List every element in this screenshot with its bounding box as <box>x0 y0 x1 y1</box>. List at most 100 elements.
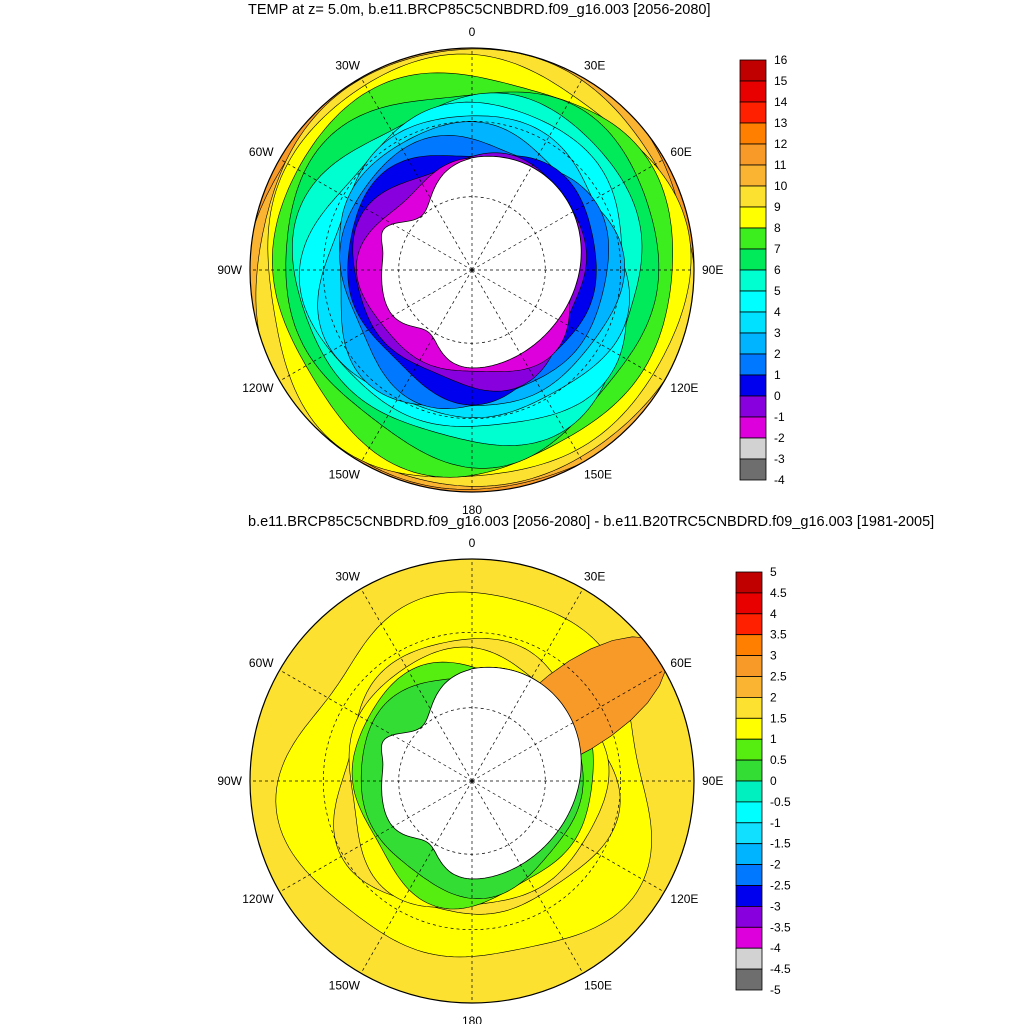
bottom-map-title: b.e11.BRCP85C5CNBDRD.f09_g16.003 [2056-2… <box>248 514 935 530</box>
bottom-colorbar-tick: -3.5 <box>770 920 791 934</box>
top-meridian-10 <box>279 158 473 271</box>
bottom-colorbar-box <box>735 864 763 886</box>
top-colorbar-tick: 2 <box>774 347 781 361</box>
top-colorbar-box <box>739 332 767 355</box>
top-meridian-1 <box>471 77 584 271</box>
top-colorbar-box <box>739 458 767 481</box>
top-colorbar-tick: 0 <box>774 389 781 403</box>
top-colorbar-box <box>739 143 767 166</box>
bottom-lon-label: 30E <box>584 570 605 584</box>
bottom-colorbar-tick: -2 <box>770 858 781 872</box>
bottom-meridian-8 <box>279 780 473 893</box>
bottom-meridian-10 <box>279 669 473 782</box>
top-colorbar-box <box>739 290 767 313</box>
bottom-colorbar-tick: 0.5 <box>770 753 787 767</box>
bottom-colorbar-box <box>735 592 763 615</box>
top-colorbar-box <box>739 59 767 82</box>
top-lon-label: 90E <box>702 263 723 277</box>
top-colorbar-box <box>739 248 767 271</box>
bottom-colorbar-box <box>735 822 763 845</box>
bottom-lon-label: 30W <box>335 570 360 584</box>
top-lon-label: 30E <box>584 59 605 73</box>
top-meridian-2 <box>471 158 665 271</box>
top-colorbar-tick: 3 <box>774 326 781 340</box>
bottom-colorbar-box <box>735 571 763 594</box>
top-meridian-8 <box>279 269 473 382</box>
bottom-colorbar-box <box>735 780 763 803</box>
top-colorbar-tick: 11 <box>774 158 787 172</box>
top-colorbar-tick: 8 <box>774 221 781 235</box>
top-colorbar-tick: 10 <box>774 179 788 193</box>
top-colorbar-box <box>739 395 767 418</box>
bottom-colorbar-box <box>735 947 763 970</box>
top-colorbar-tick: 15 <box>774 74 788 88</box>
bottom-colorbar-tick: -4 <box>770 941 781 955</box>
top-colorbar-tick: 16 <box>774 53 788 67</box>
bottom-colorbar-tick: 3 <box>770 649 777 663</box>
bottom-colorbar-box <box>735 759 763 782</box>
bottom-colorbar-box <box>735 676 763 698</box>
top-map-title: TEMP at z= 5.0m, b.e11.BRCP85C5CNBDRD.f0… <box>248 2 711 18</box>
top-map-border <box>249 47 695 493</box>
top-colorbar-tick: 7 <box>774 242 781 256</box>
bottom-colorbar-tick: -0.5 <box>770 795 791 809</box>
bottom-colorbar-tick: 2.5 <box>770 670 787 684</box>
bottom-lon-label: 120W <box>242 892 274 906</box>
bottom-lon-label: 180 <box>462 1014 482 1024</box>
bottom-colorbar-box <box>735 906 763 928</box>
top-lon-label: 30W <box>335 59 360 73</box>
bottom-colorbar-tick: 4.5 <box>770 586 787 600</box>
top-lon-label: 60W <box>249 145 274 159</box>
top-colorbar-box <box>739 437 767 460</box>
bottom-lon-label: 150E <box>584 978 612 992</box>
top-colorbar-box <box>739 353 767 376</box>
top-meridian-7 <box>360 269 473 463</box>
top-lon-label: 60E <box>670 145 691 159</box>
top-colorbar-tick: 1 <box>774 368 781 382</box>
bottom-colorbar-tick: 5 <box>770 565 777 579</box>
top-lon-label: 120W <box>242 381 274 395</box>
top-meridian-4 <box>471 269 665 382</box>
bottom-colorbar-box <box>735 738 763 761</box>
top-colorbar-box <box>739 185 767 208</box>
bottom-meridian-5 <box>471 780 584 974</box>
bottom-colorbar-box <box>735 634 763 657</box>
top-colorbar-tick: -4 <box>774 473 785 487</box>
bottom-colorbar-tick: 0 <box>770 774 777 788</box>
top-lon-label: 150E <box>584 467 612 481</box>
bottom-lon-label: 150W <box>329 978 361 992</box>
bottom-colorbar-tick: 2 <box>770 690 777 704</box>
top-meridian-5 <box>471 269 584 463</box>
bottom-colorbar-tick: 1 <box>770 732 777 746</box>
bottom-colorbar-box <box>735 655 763 677</box>
bottom-colorbar-box <box>735 613 763 636</box>
bottom-colorbar-tick: -1.5 <box>770 837 791 851</box>
top-colorbar-box <box>739 164 767 187</box>
top-lon-label: 0 <box>469 25 476 39</box>
top-lon-label: 180 <box>462 503 482 517</box>
bottom-colorbar-tick: 4 <box>770 607 777 621</box>
bottom-lon-label: 90E <box>702 774 723 788</box>
top-lat-circle-1 <box>322 120 622 420</box>
bottom-colorbar-box <box>735 885 763 907</box>
top-colorbar-box <box>739 206 767 229</box>
bottom-colorbar-tick: 3.5 <box>770 628 787 642</box>
bottom-colorbar-tick: -4.5 <box>770 962 791 976</box>
top-colorbar-tick: 5 <box>774 284 781 298</box>
top-colorbar-tick: -2 <box>774 431 785 445</box>
top-colorbar-box <box>739 269 767 292</box>
bottom-meridian-4 <box>471 780 665 893</box>
top-colorbar-box <box>739 311 767 334</box>
bottom-meridian-7 <box>360 780 473 974</box>
top-polar-map: 0 30E 60E 90E 120E 150E 180 150W 120W 90W 60W 30W <box>217 25 723 517</box>
bottom-lon-label: 60E <box>670 656 691 670</box>
bottom-colorbar-box <box>735 926 763 949</box>
top-lon-label: 120E <box>670 381 698 395</box>
top-colorbar-tick: 14 <box>774 95 788 109</box>
top-colorbar-box <box>739 374 767 397</box>
bottom-lon-label: 90W <box>217 774 242 788</box>
bottom-lon-label: 0 <box>469 536 476 550</box>
bottom-lat-circle-1 <box>322 631 622 931</box>
bottom-meridian-11 <box>360 588 473 782</box>
